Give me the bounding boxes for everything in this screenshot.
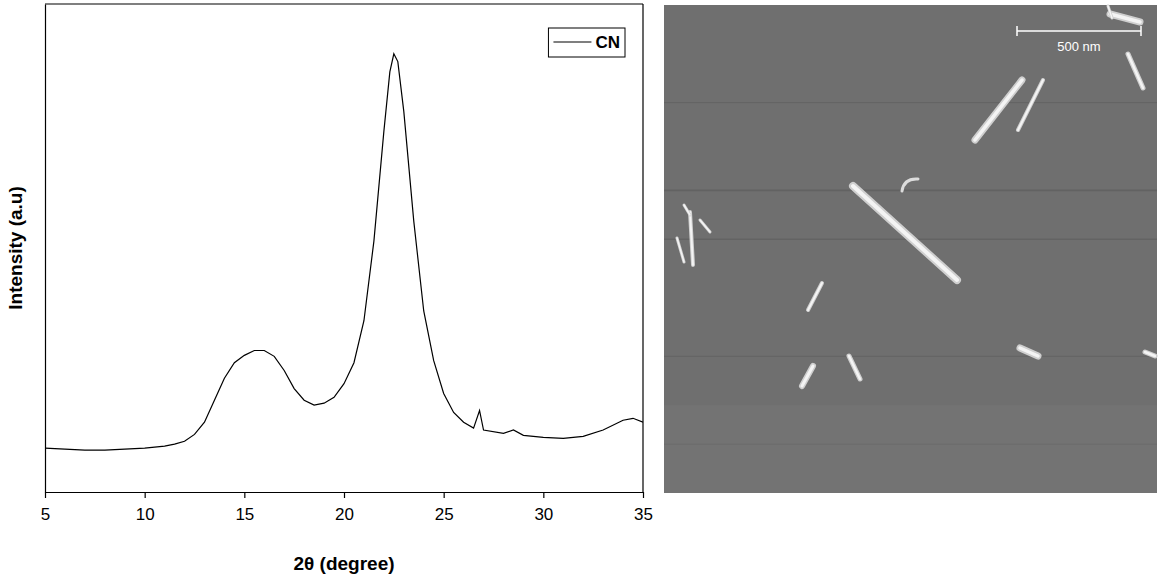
- figure: 5 10 15 20 25 30 35 2θ (degree) Intensity (a.u) C…: [0, 0, 1161, 583]
- nanocrystal-highlight: [849, 356, 860, 379]
- nanocrystal-highlight: [1128, 54, 1143, 88]
- nanocrystal-highlight: [1108, 6, 1112, 18]
- nanocrystal: [802, 366, 813, 386]
- x-tick: 35: [634, 492, 653, 524]
- x-tick-label: 5: [41, 505, 50, 524]
- legend-box: [548, 28, 625, 57]
- y-axis: [45, 5, 46, 493]
- nanocrystal-highlight: [808, 283, 822, 310]
- x-axis: 5 10 15 20 25 30 35: [41, 492, 653, 524]
- x-tick-label: 30: [534, 505, 553, 524]
- plot-area: [45, 54, 643, 450]
- scan-streak: [664, 356, 1157, 357]
- x-tick-mark: [543, 492, 544, 498]
- nanocrystal-highlight: [1018, 80, 1043, 130]
- frame-top: [45, 3, 643, 4]
- frame-right: [642, 4, 643, 492]
- nanocrystal: [690, 212, 693, 265]
- x-tick: 15: [235, 492, 254, 524]
- scan-streak: [664, 190, 1157, 192]
- x-tick-label: 35: [634, 505, 653, 524]
- legend: CN: [548, 28, 625, 57]
- nanocrystal: [1128, 54, 1143, 88]
- nanocrystal-highlight: [684, 205, 690, 215]
- nanocrystal-highlight: [677, 238, 684, 262]
- legend-item: CN: [553, 33, 620, 52]
- x-tick-mark: [244, 492, 245, 498]
- nanocrystal: [853, 186, 957, 280]
- nanocrystal-highlight: [700, 220, 710, 232]
- scale-bar-label: 500 nm: [1057, 39, 1100, 54]
- scan-streak: [664, 102, 1157, 103]
- nanocrystal-highlight: [1110, 14, 1140, 22]
- x-tick: 25: [435, 492, 454, 524]
- xrd-line: [45, 54, 643, 450]
- x-tick-mark: [145, 492, 146, 498]
- nanocrystal-highlight: [853, 186, 957, 280]
- legend-swatch: [553, 41, 591, 42]
- x-tick-mark: [444, 492, 445, 498]
- afm-image: 500 nm: [664, 5, 1157, 493]
- x-tick-label: 15: [235, 505, 254, 524]
- nanocrystal-highlight: [690, 212, 693, 265]
- nanocrystal: [1018, 80, 1043, 130]
- nanocrystal: [1110, 14, 1140, 22]
- nanocrystal: [808, 283, 822, 310]
- legend-label: CN: [595, 33, 620, 52]
- scale-bar: [1017, 30, 1141, 32]
- nanocrystal: [1145, 352, 1155, 356]
- nanocrystal: [677, 238, 684, 262]
- x-tick-mark: [45, 492, 46, 498]
- nanocrystal-highlight: [975, 80, 1022, 140]
- x-tick: 10: [136, 492, 155, 524]
- x-tick-mark: [643, 492, 644, 498]
- x-tick-mark: [344, 492, 345, 498]
- nanocrystal: [902, 179, 918, 191]
- x-tick-label: 20: [335, 505, 354, 524]
- x-tick: 20: [335, 492, 354, 524]
- y-axis-title: Intensity (a.u): [5, 186, 26, 310]
- y-axis-line: [45, 5, 46, 493]
- nanocrystal: [975, 80, 1022, 140]
- nanocrystal-highlight: [1020, 348, 1038, 356]
- x-tick: 5: [41, 492, 50, 524]
- x-tick: 30: [534, 492, 553, 524]
- nanocrystal: [1020, 348, 1038, 356]
- scale-bar-end: [1016, 26, 1018, 36]
- nanocrystal: [684, 205, 690, 215]
- nanocrystal-highlight: [802, 366, 813, 386]
- x-axis-title: 2θ (degree): [293, 553, 394, 574]
- scale-bar-end: [1140, 26, 1142, 36]
- x-tick-label: 10: [136, 505, 155, 524]
- nanocrystal: [700, 220, 710, 232]
- afm-background: [664, 5, 1157, 493]
- nanocrystal-highlight: [1145, 352, 1155, 356]
- nanocrystal: [849, 356, 860, 379]
- x-tick-label: 25: [435, 505, 454, 524]
- scan-noise: [664, 405, 1157, 493]
- nanocrystal: [1108, 6, 1112, 18]
